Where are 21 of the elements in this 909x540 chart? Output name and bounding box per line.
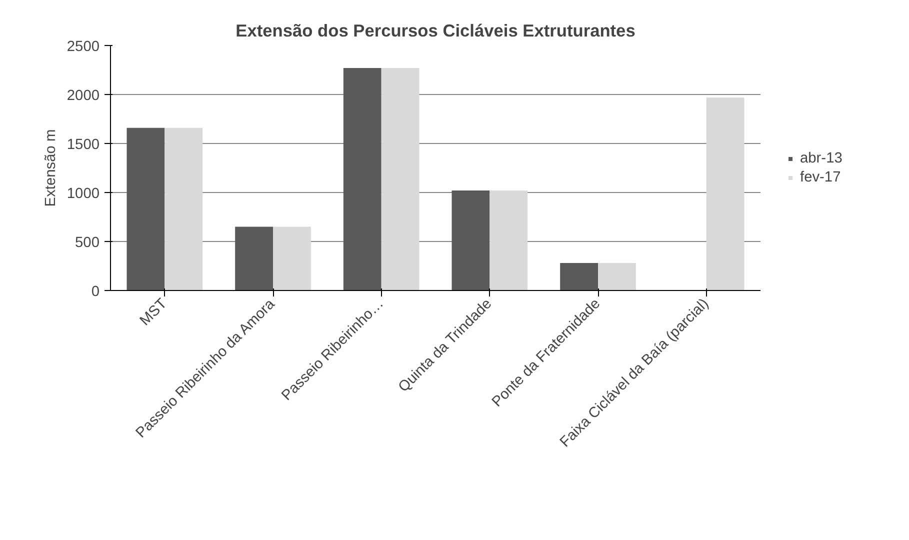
legend-label: abr-13 [800, 150, 842, 166]
bar [126, 128, 165, 290]
bar [235, 226, 273, 290]
y-axis-title: Extensão m [42, 129, 59, 207]
legend-label: fev-17 [800, 169, 841, 185]
y-tick-label: 2500 [66, 39, 100, 55]
bar [560, 263, 598, 290]
bar [490, 190, 528, 290]
y-tick-label: 1000 [66, 186, 100, 202]
bar [381, 68, 420, 290]
bar [706, 97, 744, 290]
bar [343, 68, 382, 290]
chart-title: Extensão dos Percursos Cicláveis Extruturantes [236, 20, 636, 40]
y-tick-label: 0 [91, 284, 100, 300]
y-tick-label: 500 [75, 235, 100, 251]
bar [164, 128, 203, 290]
y-tick-label: 2000 [66, 88, 100, 104]
y-tick-label: 1500 [66, 137, 100, 153]
bar [273, 226, 311, 290]
bar [452, 190, 490, 290]
bar [598, 263, 636, 290]
